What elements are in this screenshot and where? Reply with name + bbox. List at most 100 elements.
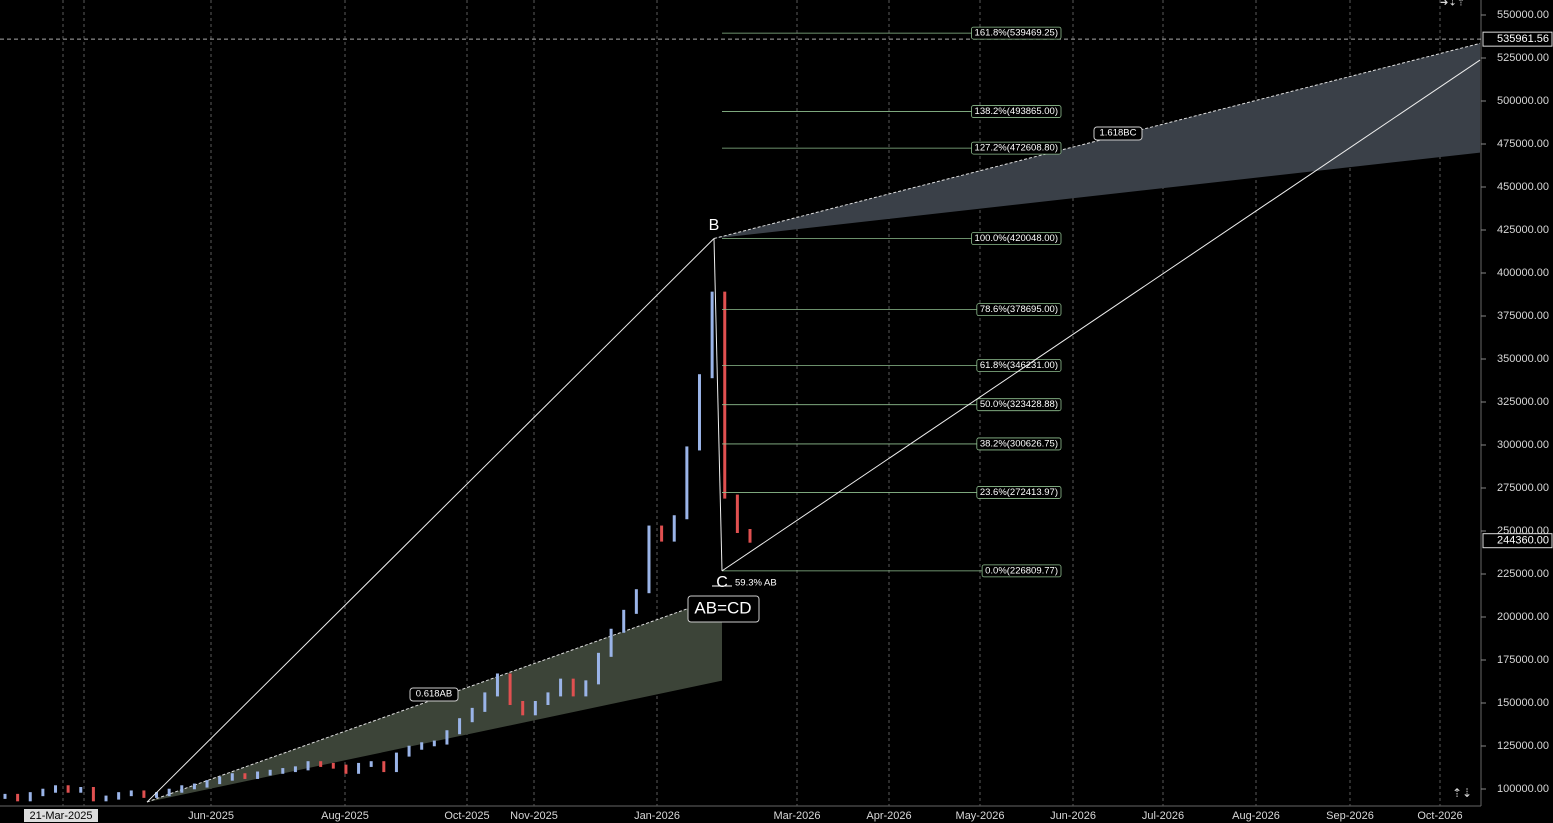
candle: [470, 707, 474, 723]
y-tick-label: 300000.00: [1497, 439, 1549, 451]
candle: [596, 652, 600, 685]
candle: [91, 787, 95, 802]
candle: [357, 762, 361, 774]
y-tick-label: 400000.00: [1497, 267, 1549, 279]
candle: [697, 374, 701, 451]
candle: [293, 766, 297, 773]
x-tick-label: Aug-2025: [321, 810, 369, 822]
y-tick-label: 325000.00: [1497, 396, 1549, 408]
x-tick-label: Mar-2026: [773, 810, 820, 822]
candle: [723, 291, 727, 499]
point-label: C: [716, 574, 728, 591]
price-tag: 244360.00: [1497, 535, 1549, 547]
x-tick-label: Aug-2026: [1232, 810, 1280, 822]
candle: [16, 793, 20, 802]
candle: [218, 776, 222, 785]
candle: [748, 529, 752, 543]
channel-label-box: [409, 687, 459, 702]
x-tick-label: May-2026: [956, 810, 1005, 822]
candle: [319, 761, 323, 767]
y-tick-label: 550000.00: [1497, 9, 1549, 21]
channel-label-box: [1093, 126, 1143, 141]
candle: [243, 773, 247, 779]
pattern-cd: [721, 59, 1481, 572]
fib-label: 61.8%(346231.00): [980, 360, 1058, 371]
fib-label-box: [971, 232, 1062, 245]
scale-icons[interactable]: ⇡⇣: [1452, 786, 1472, 800]
candle: [155, 792, 159, 798]
candle: [445, 730, 449, 745]
x-tick-label: Sep-2026: [1326, 810, 1374, 822]
candle: [369, 761, 373, 767]
candle: [117, 792, 121, 800]
price-tag-box: [1482, 31, 1553, 47]
candle: [735, 494, 739, 533]
fib-label: 138.2%(493865.00): [975, 106, 1058, 117]
fib-label: 23.6%(272413.97): [980, 487, 1058, 498]
fib-label-box: [976, 359, 1062, 372]
pattern-label: AB=CD: [694, 598, 751, 617]
fib-label: 50.0%(323428.88): [980, 399, 1058, 410]
candle: [407, 745, 411, 757]
y-tick-label: 125000.00: [1497, 740, 1549, 752]
candle: [180, 785, 184, 793]
candle: [660, 525, 664, 542]
fib-label: 100.0%(420048.00): [975, 233, 1058, 244]
fib-label-box: [981, 564, 1062, 578]
candle: [394, 752, 398, 773]
y-tick-label: 425000.00: [1497, 224, 1549, 236]
channel-edge: [713, 42, 1481, 240]
candle: [192, 783, 196, 790]
candle: [609, 628, 613, 657]
candle: [104, 795, 108, 802]
candle: [256, 771, 260, 779]
fib-label: 38.2%(300626.75): [980, 438, 1058, 449]
y-tick-label: 450000.00: [1497, 181, 1549, 193]
candle: [344, 764, 348, 774]
x-tick-label: Oct-2025: [444, 810, 489, 822]
y-tick-label: 100000.00: [1497, 783, 1549, 795]
candle: [495, 673, 499, 697]
y-tick-label: 500000.00: [1497, 95, 1549, 107]
fib-label-box: [976, 398, 1062, 412]
candle: [559, 678, 563, 697]
candle: [230, 773, 234, 781]
fib-label: 161.8%(539469.25): [975, 28, 1058, 39]
fib-label-box: [976, 486, 1062, 499]
candle: [508, 673, 512, 705]
y-tick-label: 175000.00: [1497, 654, 1549, 666]
x-tick-label: Apr-2026: [866, 810, 911, 822]
candle: [571, 678, 575, 697]
candle: [432, 740, 436, 747]
y-tick-label: 350000.00: [1497, 353, 1549, 365]
price-tag-box: [1482, 533, 1553, 549]
start-date-box: [24, 809, 98, 822]
y-tick-label: 475000.00: [1497, 138, 1549, 150]
candle: [622, 609, 626, 633]
scroll-icons[interactable]: ➜⇣⇡: [1440, 0, 1465, 9]
candle: [533, 701, 537, 716]
candle: [382, 761, 386, 773]
candle: [28, 792, 32, 802]
candle: [647, 525, 651, 594]
candle: [54, 785, 58, 793]
candle: [41, 788, 45, 797]
y-tick-label: 375000.00: [1497, 310, 1549, 322]
start-date: 21-Mar-2025: [30, 810, 93, 822]
pattern-label-box: [687, 595, 760, 623]
candle: [79, 787, 83, 793]
pattern-ab: [146, 238, 715, 803]
x-tick-label: Jul-2026: [1142, 810, 1184, 822]
y-tick-label: 525000.00: [1497, 52, 1549, 64]
channel-label: 1.618BC: [1100, 128, 1137, 139]
channel-label: 0.618AB: [416, 689, 452, 700]
x-tick-label: Oct-2026: [1417, 810, 1462, 822]
candle: [546, 692, 550, 705]
x-tick-label: Jan-2026: [634, 810, 680, 822]
y-tick-label: 275000.00: [1497, 482, 1549, 494]
candle: [268, 769, 272, 776]
fib-label: 127.2%(472608.80): [975, 143, 1058, 154]
fib-label-box: [971, 26, 1062, 40]
